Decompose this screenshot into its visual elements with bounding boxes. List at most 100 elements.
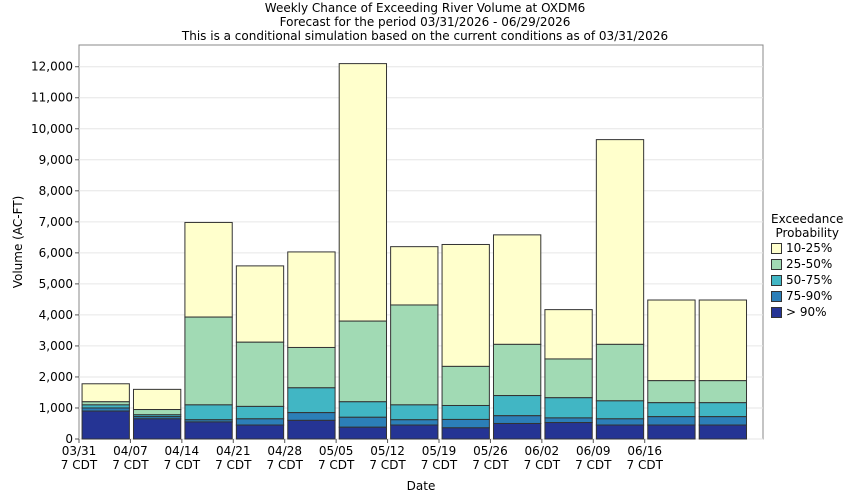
x-tick-label-time: 7 CDT bbox=[61, 458, 98, 472]
legend-label: 25-50% bbox=[786, 257, 833, 271]
y-tick-label: 6,000 bbox=[39, 246, 73, 260]
legend-swatch bbox=[771, 290, 782, 302]
bar-segment bbox=[441, 404, 490, 420]
bar-segment bbox=[132, 388, 182, 411]
bar-segment bbox=[647, 299, 696, 382]
bar-segment bbox=[492, 415, 542, 424]
legend-label: 75-90% bbox=[786, 289, 833, 303]
bar-segment bbox=[595, 424, 645, 440]
y-tick-label: 7,000 bbox=[39, 215, 73, 229]
bar-segment bbox=[390, 424, 439, 440]
y-tick-label: 5,000 bbox=[39, 277, 73, 291]
bar-segment bbox=[544, 417, 593, 424]
x-axis-label: Date bbox=[407, 479, 436, 493]
bar-segment bbox=[184, 404, 233, 421]
bar-segment bbox=[338, 320, 388, 403]
x-tick-label-date: 04/07 bbox=[113, 444, 148, 458]
legend-swatch bbox=[771, 306, 782, 318]
bar-segment bbox=[698, 416, 748, 426]
bar-segment bbox=[441, 365, 490, 406]
y-tick-label: 11,000 bbox=[31, 91, 73, 105]
bar-segment bbox=[287, 346, 336, 389]
y-tick-label: 1,000 bbox=[39, 401, 73, 415]
bar-segment bbox=[492, 422, 542, 440]
y-tick-label: 10,000 bbox=[31, 122, 73, 136]
bar-segment bbox=[235, 424, 285, 440]
bar-segment bbox=[647, 424, 696, 440]
x-tick-label-date: 03/31 bbox=[62, 444, 97, 458]
bar-segment bbox=[235, 418, 285, 426]
bar-segment bbox=[235, 265, 285, 343]
bar-segment bbox=[390, 246, 439, 306]
bar-segment bbox=[698, 380, 748, 404]
bar-segment bbox=[235, 341, 285, 407]
legend-swatch bbox=[771, 258, 782, 270]
bar-segment bbox=[287, 387, 336, 414]
x-tick-label-time: 7 CDT bbox=[318, 458, 355, 472]
bar-segment bbox=[184, 221, 233, 318]
bar-segment bbox=[81, 383, 130, 403]
bar-segment bbox=[492, 395, 542, 417]
bar-segment bbox=[698, 402, 748, 418]
chart-title: Weekly Chance of Exceeding River Volume … bbox=[264, 1, 586, 15]
bar-segment bbox=[595, 400, 645, 420]
x-tick-label-date: 05/26 bbox=[473, 444, 508, 458]
y-tick-label: 0 bbox=[65, 432, 73, 446]
bar-segment bbox=[698, 424, 748, 440]
bar-segment bbox=[441, 243, 490, 367]
bar-segment bbox=[441, 418, 490, 429]
bar-segment bbox=[338, 401, 388, 418]
legend-item: 25-50% bbox=[771, 256, 843, 272]
x-tick-label-time: 7 CDT bbox=[575, 458, 612, 472]
x-tick-label-time: 7 CDT bbox=[524, 458, 561, 472]
bar-segment bbox=[287, 251, 336, 348]
legend-swatch bbox=[771, 274, 782, 286]
bar-segment bbox=[647, 380, 696, 404]
bar-segment bbox=[544, 422, 593, 440]
bar-segment bbox=[287, 419, 336, 440]
bar-segment bbox=[390, 419, 439, 426]
x-tick-label-date: 04/14 bbox=[165, 444, 200, 458]
bar-segment bbox=[492, 234, 542, 345]
x-tick-label-time: 7 CDT bbox=[164, 458, 201, 472]
bar-segment bbox=[647, 416, 696, 426]
chart-subtitle-period: Forecast for the period 03/31/2026 - 06/… bbox=[279, 15, 571, 29]
bar-segment bbox=[595, 418, 645, 426]
legend-title-1: Exceedance bbox=[771, 212, 844, 226]
bar-segment bbox=[544, 358, 593, 399]
x-tick-label-date: 05/05 bbox=[319, 444, 354, 458]
bar-segment bbox=[544, 397, 593, 419]
y-tick-label: 9,000 bbox=[39, 153, 73, 167]
bar-segment bbox=[338, 416, 388, 428]
bar-segment bbox=[698, 299, 748, 382]
bar-segment bbox=[595, 343, 645, 402]
x-tick-label-time: 7 CDT bbox=[112, 458, 149, 472]
x-tick-label-date: 06/16 bbox=[627, 444, 662, 458]
x-tick-label-time: 7 CDT bbox=[215, 458, 252, 472]
bar-segment bbox=[235, 405, 285, 420]
legend-item: 75-90% bbox=[771, 288, 843, 304]
y-axis-ticks: 0 1,000 2,000 3,000 4,000 5,000 6,000 7,000 8,00… bbox=[31, 60, 79, 446]
y-tick-label: 2,000 bbox=[39, 370, 73, 384]
chart-subtitle-conditions: This is a conditional simulation based o… bbox=[181, 29, 669, 43]
bar-segment bbox=[390, 304, 439, 406]
x-tick-label-date: 05/12 bbox=[370, 444, 405, 458]
bar-segment bbox=[287, 412, 336, 421]
x-tick-label-date: 06/02 bbox=[525, 444, 560, 458]
bar-segment bbox=[132, 418, 182, 440]
bar-segment bbox=[338, 426, 388, 440]
legend-item: > 90% bbox=[771, 304, 843, 320]
bar-segment bbox=[647, 402, 696, 418]
bar-segment bbox=[390, 404, 439, 421]
bar-segment bbox=[81, 410, 130, 440]
x-tick-label-date: 06/09 bbox=[576, 444, 611, 458]
x-tick-label-time: 7 CDT bbox=[267, 458, 304, 472]
y-axis-label: Volume (AC-FT) bbox=[11, 196, 25, 289]
legend-swatch bbox=[771, 242, 782, 254]
x-tick-label-time: 7 CDT bbox=[627, 458, 664, 472]
bar-segment bbox=[544, 309, 593, 360]
x-tick-label-date: 04/28 bbox=[267, 444, 302, 458]
legend-item: 50-75% bbox=[771, 272, 843, 288]
bar-segment bbox=[595, 139, 645, 345]
